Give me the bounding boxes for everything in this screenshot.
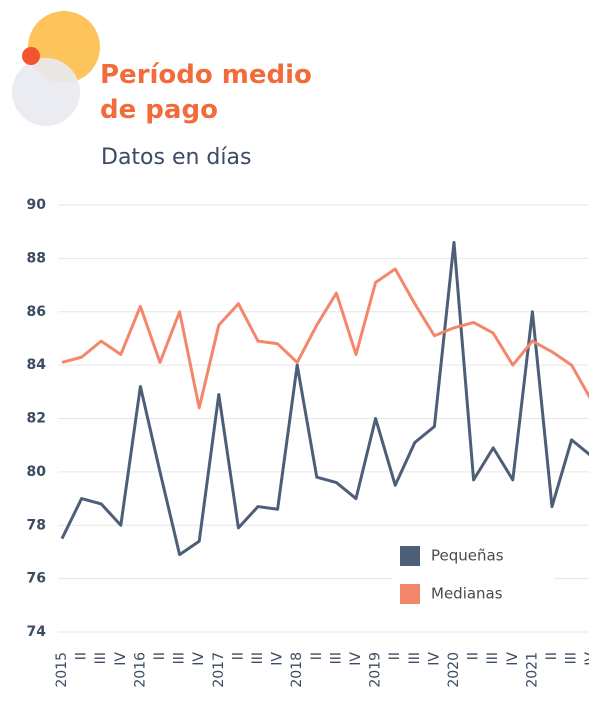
x-tick-label: IV	[113, 652, 129, 666]
x-tick-label: 2018	[289, 652, 305, 688]
x-tick-label: III	[564, 652, 580, 664]
x-tick-label: IV	[505, 652, 521, 666]
x-tick-label: 2020	[446, 652, 462, 688]
x-tick-label: II	[309, 652, 325, 660]
legend-swatch	[400, 584, 420, 604]
y-tick-label: 82	[27, 411, 46, 427]
x-tick-label: III	[93, 652, 109, 664]
x-tick-label: III	[250, 652, 266, 664]
y-tick-label: 84	[27, 357, 47, 373]
series-line	[61, 267, 589, 410]
x-tick-label: IV	[426, 652, 442, 666]
y-tick-label: 90	[27, 197, 47, 213]
legend-swatch	[400, 546, 420, 566]
x-tick-label: II	[74, 652, 90, 660]
decor-circle	[12, 58, 80, 126]
x-tick-label: III	[328, 652, 344, 664]
y-tick-label: 86	[27, 304, 46, 320]
x-tick-label: II	[230, 652, 246, 660]
chart-subtitle: Datos en días	[101, 145, 251, 170]
x-tick-label: 2021	[524, 652, 540, 688]
x-tick-label: IV	[270, 652, 286, 666]
legend-label: Pequeñas	[431, 547, 504, 565]
x-tick-label: II	[387, 652, 403, 660]
x-tick-label: IV	[348, 652, 364, 666]
x-tick-label: 2016	[132, 652, 148, 688]
y-tick-label: 74	[27, 624, 47, 640]
y-tick-label: 76	[27, 571, 46, 587]
x-tick-label: IV	[583, 652, 589, 666]
x-tick-label: II	[466, 652, 482, 660]
x-tick-label: II	[152, 652, 168, 660]
x-tick-label: II	[544, 652, 560, 660]
y-tick-label: 88	[27, 250, 46, 266]
x-tick-label: III	[407, 652, 423, 664]
legend-label: Medianas	[431, 585, 503, 603]
x-tick-label: IV	[191, 652, 207, 666]
x-tick-label: 2019	[368, 652, 384, 688]
x-tick-label: 2017	[211, 652, 227, 688]
title-box: Período medio de pago	[100, 60, 312, 125]
y-tick-label: 80	[27, 464, 47, 480]
decor-dot	[22, 47, 40, 65]
y-tick-label: 78	[27, 517, 46, 533]
series-line	[60, 240, 589, 557]
x-tick-label: III	[485, 652, 501, 664]
x-tick-label: III	[172, 652, 188, 664]
x-tick-label: 2015	[54, 652, 70, 688]
chart-title: Período medio de pago	[100, 60, 312, 125]
